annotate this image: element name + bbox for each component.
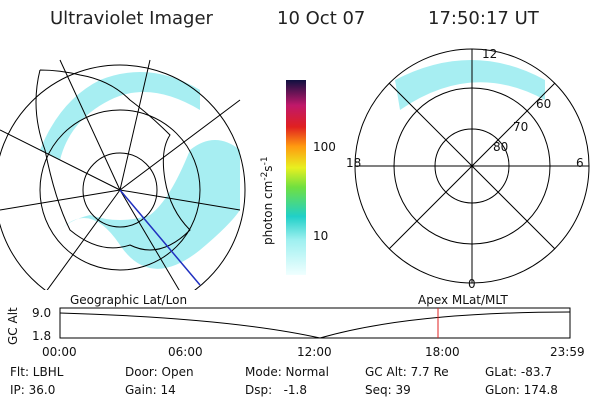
mlat-label: 60: [536, 97, 551, 111]
colorbar-tick: 100: [313, 140, 336, 154]
info-field: Flt: LBHL: [10, 365, 64, 379]
geographic-map: [0, 59, 246, 290]
info-field: GLat: -83.7: [485, 365, 552, 379]
info-field: Dsp: -1.8: [245, 383, 307, 397]
color-bar: [286, 80, 306, 275]
info-field: Gain: 14: [125, 383, 176, 397]
colorbar-label: photon cm-2s-1: [260, 156, 275, 245]
x-tick: 12:00: [297, 345, 332, 359]
y-tick: 1.8: [32, 329, 51, 343]
time: 17:50:17 UT: [428, 8, 540, 29]
info-field: GC Alt: 7.7 Re: [365, 365, 449, 379]
info-field: Seq: 39: [365, 383, 411, 397]
instrument: Ultraviolet Imager: [50, 8, 214, 29]
x-tick: 23:59: [550, 345, 585, 359]
mlt-label: 6: [576, 156, 584, 170]
x-tick: 00:00: [42, 345, 77, 359]
alt-strip: [59, 307, 571, 339]
axis-label: GC Alt: [6, 307, 20, 345]
x-tick: 18:00: [425, 345, 460, 359]
mlt-label: 18: [346, 156, 361, 170]
x-tick: 06:00: [168, 345, 203, 359]
strip-label: Geographic Lat/Lon: [70, 293, 187, 307]
mlt-label: 0: [468, 277, 476, 291]
y-tick: 9.0: [32, 306, 51, 320]
info-field: GLon: 174.8: [485, 383, 558, 397]
date: 10 Oct 07: [277, 8, 365, 29]
info-field: IP: 36.0: [10, 383, 55, 397]
strip-label: Apex MLat/MLT: [418, 293, 508, 307]
mlat-label: 70: [513, 120, 528, 134]
mlt-label: 12: [482, 47, 497, 61]
mlat-label: 80: [493, 140, 508, 154]
polar-map: [354, 48, 590, 284]
colorbar-tick: 10: [313, 229, 328, 243]
alt-curve: [59, 311, 571, 339]
info-field: Door: Open: [125, 365, 194, 379]
info-field: Mode: Normal: [245, 365, 329, 379]
